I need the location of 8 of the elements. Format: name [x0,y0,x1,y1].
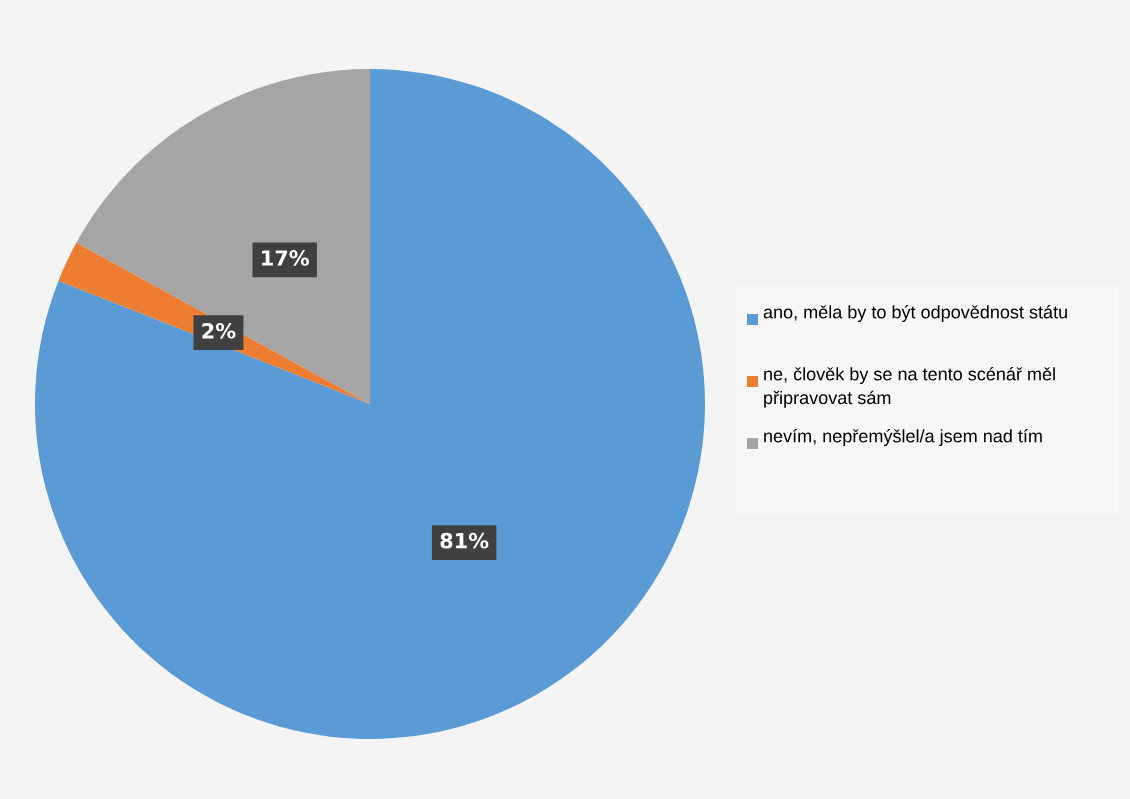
pie-slice [76,69,370,404]
legend-label: nevím, nepřemýšlel/a jsem nad tím [764,429,1042,447]
legend-label: ne, člověk by se na tento scénář měl připravovat sám [764,367,1055,408]
data-label: 17% [262,250,310,266]
legend-label: ano, měla by to být odpovědnost státu [763,305,1067,323]
pie-slice [35,69,705,739]
data-label: 2% [202,322,236,339]
data-label: 81% [440,532,489,549]
